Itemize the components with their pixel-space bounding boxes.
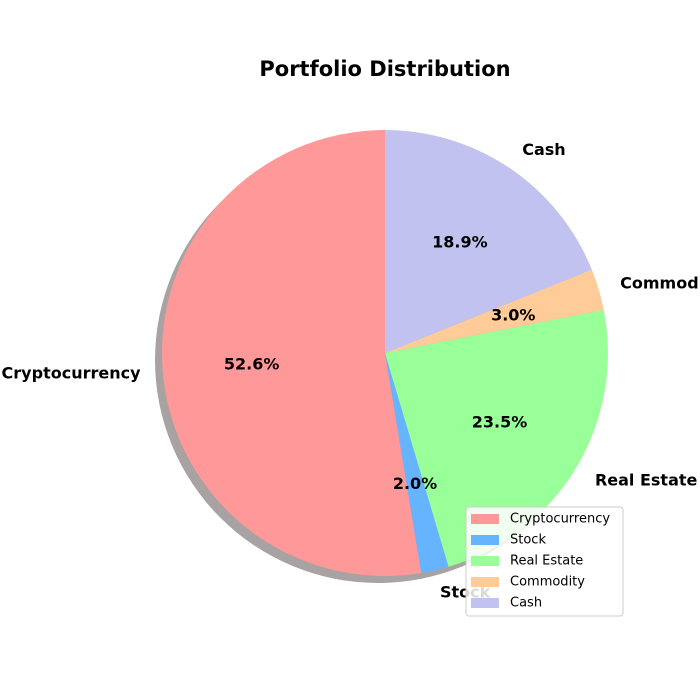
percent-label-real-estate: 23.5% xyxy=(472,413,528,432)
pie-slice-cash xyxy=(385,130,592,353)
legend-label-commodity: Commodity xyxy=(510,575,585,590)
pie-slice-real-estate xyxy=(385,309,608,567)
chart-title: Portfolio Distribution xyxy=(259,57,510,81)
legend-label-cash: Cash xyxy=(510,596,542,611)
legend-swatch-cryptocurrency xyxy=(471,514,499,524)
pie-slices xyxy=(162,130,608,576)
legend-label-stock: Stock xyxy=(510,533,546,548)
legend-swatch-commodity xyxy=(471,577,499,587)
pie-slice-cryptocurrency xyxy=(162,130,422,576)
legend-label-cryptocurrency: Cryptocurrency xyxy=(510,512,610,527)
category-label-real-estate: Real Estate xyxy=(595,470,698,489)
legend-swatch-real-estate xyxy=(471,556,499,566)
percent-label-commodity: 3.0% xyxy=(491,305,535,324)
legend-label-real-estate: Real Estate xyxy=(510,554,583,569)
legend-swatch-cash xyxy=(471,598,499,608)
pie-slice-commodity xyxy=(385,269,604,353)
percent-label-stock: 2.0% xyxy=(393,474,437,493)
legend: Cryptocurrency Stock Real Estate Commodity C… xyxy=(465,506,624,617)
category-label-commodity: Commodity xyxy=(620,274,700,293)
percent-label-cryptocurrency: 52.6% xyxy=(224,354,280,373)
category-label-cash: Cash xyxy=(522,140,565,159)
pie-slice-stock xyxy=(385,353,449,574)
legend-swatch-stock xyxy=(471,535,499,545)
percent-label-cash: 18.9% xyxy=(432,233,488,252)
legend-box xyxy=(465,506,624,617)
category-label-cryptocurrency: Cryptocurrency xyxy=(2,364,142,383)
